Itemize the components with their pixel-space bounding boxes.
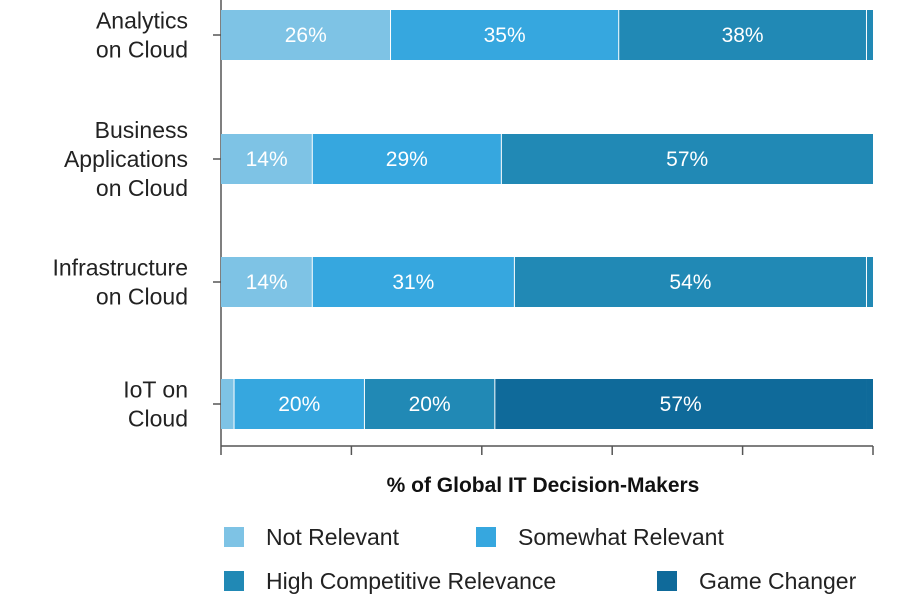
bar-segment [312,134,502,184]
data-label: 29% [386,148,428,171]
data-label: 57% [660,393,702,416]
category-labels: Analytics on Cloud Business Applications on … [53,8,189,432]
legend-item: High Competitive Relevance [224,568,556,594]
chart-bars: 26% 35% 38% 14% 29% 57% 14% 31% 54% 20% 20% 57% [221,10,873,429]
bar-segment [312,257,515,307]
legend-label: Somewhat Relevant [518,524,724,550]
data-label: 14% [246,148,288,171]
legend-label: Not Relevant [266,524,400,550]
category-label-line: IoT on [123,377,188,403]
bar-segment [234,379,365,429]
bar-segment [221,257,313,307]
category-label: IoT on Cloud [123,377,188,432]
data-label: 20% [409,393,451,416]
legend-label: High Competitive Relevance [266,568,556,594]
bar-segment [514,257,867,307]
category-label-line: Cloud [128,406,188,432]
legend-swatch [224,571,244,591]
category-label: Analytics on Cloud [96,8,188,63]
data-label: 20% [278,393,320,416]
bar-segment [221,10,391,60]
bar-segment [221,379,235,429]
bar-segment [866,379,873,429]
bar-segment [364,379,495,429]
category-label: Infrastructure on Cloud [53,255,189,310]
category-label-line: Analytics [96,8,188,34]
bar-segment [866,10,873,60]
category-label-line: on Cloud [96,37,188,63]
data-label: 31% [392,271,434,294]
category-label-line: on Cloud [96,284,188,310]
bar-segment [390,10,619,60]
data-label: 57% [666,148,708,171]
legend-item: Game Changer [657,568,857,594]
bar-segment [501,134,873,184]
data-label: 14% [246,271,288,294]
category-label-line: Infrastructure [53,255,189,281]
category-label-line: on Cloud [96,175,188,201]
x-axis-title: % of Global IT Decision-Makers [387,474,700,497]
legend: Not Relevant Somewhat Relevant High Compet… [224,524,857,594]
legend-swatch [657,571,677,591]
category-label: Business Applications on Cloud [64,117,188,201]
data-label: 38% [722,24,764,47]
legend-item: Somewhat Relevant [476,524,724,550]
bar-segment [221,134,313,184]
category-label-line: Business [95,117,188,143]
bar-segment [618,10,867,60]
data-label: 54% [669,271,711,294]
data-label: 35% [484,24,526,47]
category-label-line: Applications [64,146,188,172]
bar-segment [494,379,867,429]
legend-swatch [476,527,496,547]
legend-swatch [224,527,244,547]
bar-segment [866,257,873,307]
chart-axes [213,0,874,455]
legend-item: Not Relevant [224,524,400,550]
legend-label: Game Changer [699,568,857,594]
data-label: 26% [285,24,327,47]
